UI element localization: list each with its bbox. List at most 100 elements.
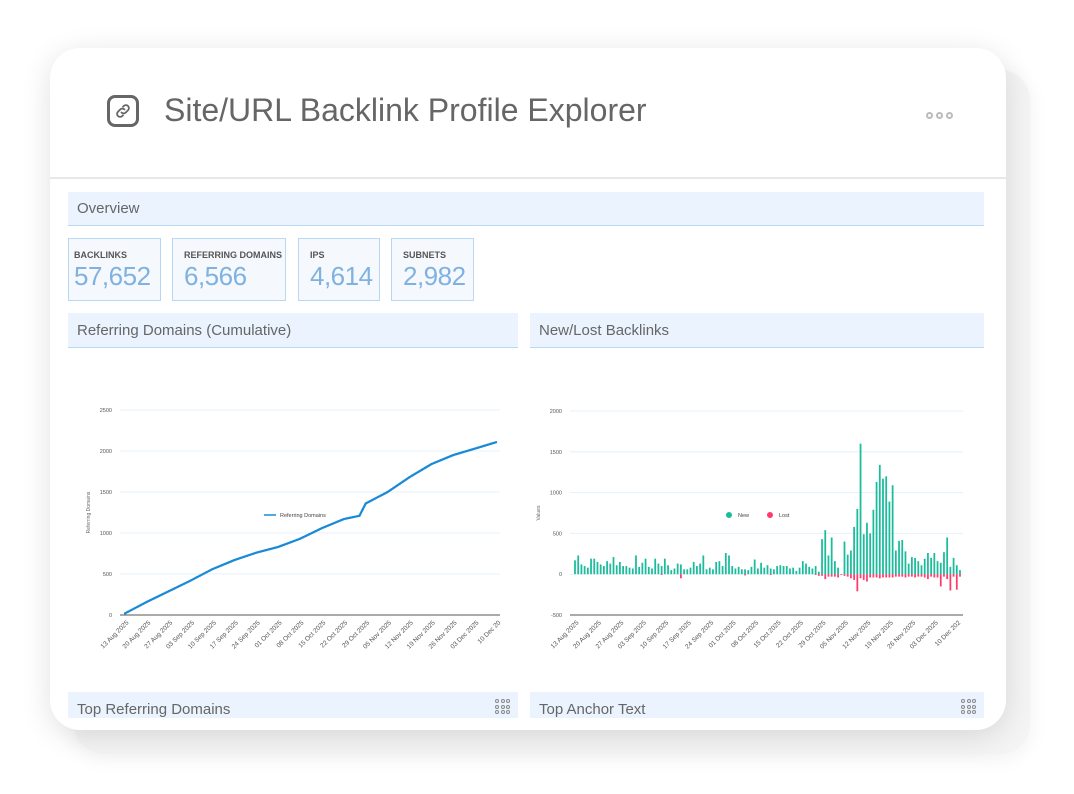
bar-new — [907, 563, 910, 575]
bar-new — [779, 565, 782, 575]
bar-lost — [898, 574, 900, 577]
bar-new — [878, 464, 881, 575]
bar-lost — [943, 574, 945, 577]
bar-new — [872, 509, 875, 575]
bar-lost — [939, 574, 942, 587]
data-point — [345, 517, 349, 520]
top-referring-domains-header: Top Referring Domains — [68, 692, 518, 718]
grid-menu-icon[interactable] — [495, 699, 510, 714]
bar-lost — [843, 574, 846, 576]
bar-new — [683, 569, 685, 575]
y-tick-label: 1500 — [100, 490, 112, 496]
bar-new — [638, 566, 641, 575]
bar-new — [843, 541, 846, 575]
data-point — [395, 484, 399, 487]
series-line — [124, 440, 498, 615]
bar-new — [609, 563, 612, 575]
data-point — [273, 546, 277, 549]
data-point — [442, 457, 445, 461]
bar-lost — [955, 574, 958, 590]
referring-domains-header: Referring Domains (Cumulative) — [68, 313, 518, 348]
data-point — [270, 547, 274, 550]
bar-new — [670, 570, 673, 575]
legend-label: New — [738, 513, 749, 519]
bar-lost — [840, 574, 843, 576]
kpi-value: 4,614 — [310, 261, 373, 291]
data-point — [192, 577, 195, 581]
page-title: Site/URL Backlink Profile Explorer — [164, 92, 647, 128]
data-point — [389, 488, 392, 491]
bar-lost — [949, 574, 952, 591]
data-point — [317, 528, 320, 531]
bar-lost — [679, 574, 682, 579]
bar-lost — [769, 574, 772, 576]
bar-new — [814, 566, 817, 575]
bar-new — [724, 552, 727, 575]
data-point — [123, 612, 127, 615]
data-point — [420, 468, 424, 471]
data-point — [245, 554, 249, 557]
bar-new — [846, 554, 849, 575]
bar-new — [596, 561, 599, 575]
data-point — [148, 599, 152, 602]
bar-lost — [907, 574, 910, 577]
data-point — [158, 594, 161, 597]
bar-new — [760, 562, 762, 575]
bar-new — [824, 530, 827, 575]
bar-new — [853, 526, 856, 575]
data-point — [233, 558, 236, 562]
bar-lost — [869, 574, 872, 578]
data-point — [383, 492, 386, 495]
bar-lost — [885, 574, 888, 578]
bar-new — [715, 561, 718, 575]
bar-lost — [930, 574, 933, 577]
bar-new — [647, 566, 650, 575]
bar-new — [856, 508, 859, 575]
more-horizontal-icon[interactable] — [926, 112, 953, 119]
bar-new — [615, 565, 618, 575]
bar-lost — [882, 574, 884, 578]
data-point — [298, 537, 302, 540]
bar-new — [606, 561, 608, 575]
bar-new — [679, 564, 682, 575]
data-point — [308, 533, 311, 536]
data-point — [280, 544, 283, 547]
data-point — [180, 584, 183, 587]
legend-marker — [726, 512, 732, 518]
bar-new — [827, 555, 830, 575]
y-tick-label: 2500 — [100, 408, 112, 414]
data-point — [214, 566, 217, 569]
data-point — [467, 449, 470, 452]
data-point — [323, 525, 327, 528]
bar-new — [676, 563, 679, 575]
data-point — [205, 571, 208, 574]
bar-lost — [927, 574, 929, 580]
bar-new — [904, 551, 907, 575]
bar-lost — [910, 574, 913, 577]
bar-new — [660, 566, 663, 575]
data-point — [302, 536, 305, 539]
bar-lost — [853, 574, 856, 580]
legend-label: Lost — [779, 513, 790, 519]
data-point — [127, 610, 130, 613]
bar-new — [718, 561, 721, 575]
data-point — [352, 515, 355, 519]
data-point — [370, 499, 374, 502]
kpi-ips: IPS 4,614 — [298, 238, 380, 301]
data-point — [364, 502, 367, 505]
bar-new — [901, 539, 904, 575]
kpi-label: IPS — [310, 250, 325, 260]
data-point — [436, 460, 439, 463]
data-point — [361, 508, 364, 511]
data-point — [424, 466, 427, 469]
bar-lost — [862, 574, 865, 580]
data-point — [130, 608, 133, 612]
data-point — [327, 524, 330, 527]
bar-new — [692, 561, 695, 575]
grid-menu-icon[interactable] — [961, 699, 976, 714]
data-point — [242, 555, 245, 558]
bar-new — [619, 561, 621, 575]
data-point — [427, 464, 430, 468]
data-point — [255, 551, 258, 554]
data-point — [220, 564, 224, 567]
